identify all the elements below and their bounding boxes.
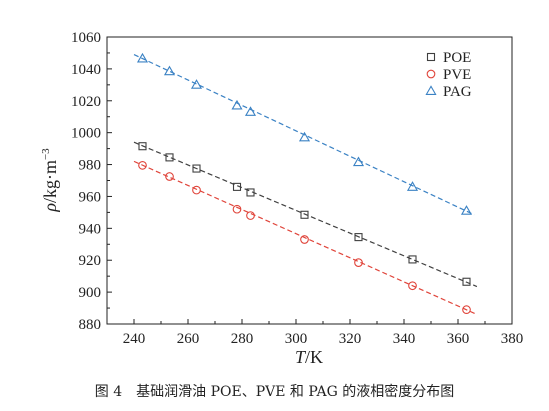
- fit-line-pag: [133, 53, 475, 216]
- x-tick-label: 340: [393, 331, 416, 347]
- y-tick-label: 980: [79, 158, 102, 174]
- y-axis-symbol: ρ: [40, 203, 60, 213]
- y-axis-title: ρ/kg·m−3: [40, 148, 60, 213]
- legend-label-poe: POE: [443, 50, 471, 66]
- figure-caption: 图 4 基础润滑油 POE、PVE 和 PAG 的液相密度分布图: [0, 381, 549, 401]
- data-point-pve: [232, 204, 242, 214]
- legend-marker-pag: [425, 85, 437, 95]
- data-point-pve: [300, 235, 309, 244]
- data-point-pve: [138, 161, 147, 170]
- y-tick-label: 1060: [71, 30, 101, 46]
- data-point-poe: [408, 255, 417, 264]
- x-tick-label: 360: [447, 331, 470, 347]
- legend-label-pag: PAG: [443, 84, 472, 100]
- data-point-pag: [298, 131, 311, 142]
- data-point-poe: [354, 233, 363, 242]
- data-point-poe: [300, 210, 309, 219]
- legend-marker-poe: [426, 52, 436, 62]
- data-point-pag: [352, 156, 365, 167]
- x-axis-unit: /K: [305, 347, 323, 367]
- data-point-pag: [406, 181, 419, 191]
- x-tick-label: 300: [285, 331, 308, 347]
- x-tick-label: 260: [177, 331, 200, 347]
- data-point-poe: [232, 182, 242, 191]
- chart: 240 260 280 300 320 340 360 380 880 900 920 940 960 9…: [40, 30, 523, 367]
- figure-number: 图 4: [94, 384, 123, 400]
- data-point-pag: [190, 79, 203, 89]
- y-tick-label: 960: [79, 189, 102, 205]
- x-tick-label: 240: [123, 331, 146, 347]
- data-point-pve: [354, 258, 363, 267]
- axis-ticks: [107, 36, 513, 325]
- data-point-poe: [462, 277, 471, 286]
- x-tick-label: 320: [339, 331, 362, 347]
- fit-line-pve: [133, 160, 478, 315]
- y-tick-label: 940: [79, 221, 102, 237]
- fit-lines: [133, 53, 478, 315]
- data-point-pag: [231, 99, 243, 110]
- x-tick-label: 280: [231, 331, 254, 347]
- y-tick-label: 920: [79, 253, 102, 269]
- data-point-pag: [136, 52, 149, 63]
- y-tick-label: 1020: [71, 94, 101, 110]
- data-point-pag: [460, 205, 473, 215]
- y-tick-label: 1000: [71, 126, 101, 142]
- x-axis-symbol: T: [295, 347, 307, 367]
- data-point-pve: [408, 281, 417, 291]
- data-point-poe: [138, 142, 147, 151]
- data-point-pve: [462, 305, 471, 315]
- data-point-poe: [165, 153, 174, 162]
- data-point-poe: [192, 164, 201, 173]
- legend-label-pve: PVE: [443, 67, 471, 83]
- data-point-pve: [246, 211, 255, 220]
- y-tick-label: 880: [79, 317, 102, 333]
- data-point-pag: [244, 106, 257, 116]
- data-point-poe: [246, 188, 255, 197]
- y-tick-label: 900: [79, 285, 102, 301]
- y-axis-unit: /kg·m: [40, 160, 60, 203]
- legend-marker-pve: [426, 69, 436, 79]
- data-markers: [136, 52, 473, 315]
- data-point-pve: [165, 172, 174, 181]
- y-tick-label: 1040: [71, 62, 101, 78]
- x-tick-label: 380: [501, 331, 524, 347]
- fit-line-poe: [133, 141, 478, 288]
- data-point-pve: [192, 185, 201, 195]
- data-point-pag: [163, 65, 176, 76]
- tick-labels: 240 260 280 300 320 340 360 380 880 900 920 940 960 9…: [71, 30, 523, 347]
- x-axis-title: T/K: [295, 347, 323, 367]
- figure-caption-text: 基础润滑油 POE、PVE 和 PAG 的液相密度分布图: [136, 384, 455, 400]
- y-axis-exponent: −3: [40, 148, 52, 160]
